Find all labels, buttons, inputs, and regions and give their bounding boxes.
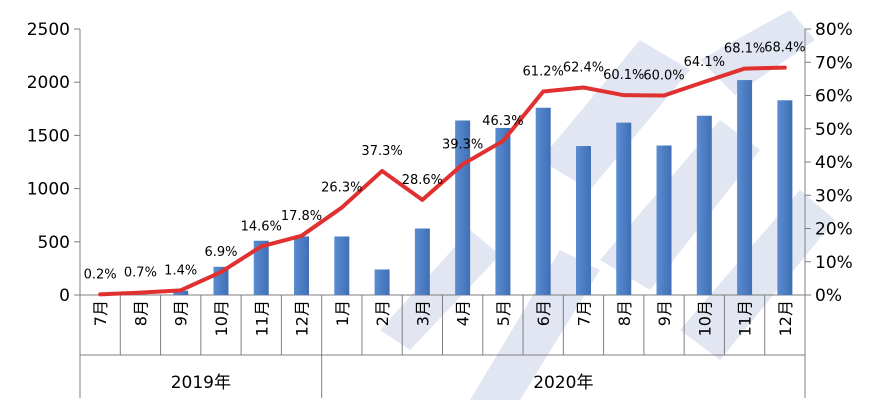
x-tick-label: 11月 — [736, 300, 755, 336]
y-right-tick-label: 40% — [815, 153, 853, 173]
bar — [253, 240, 269, 295]
line-data-label: 17.8% — [281, 209, 322, 224]
data-labels: 0.2% 0.7% 1.4% 6.9% 14.6%17.8% 26.3% 37.3%28.6… — [84, 41, 806, 283]
watermark-stroke — [470, 250, 600, 400]
line-data-label: 68.1% — [724, 42, 765, 57]
x-tick-label: 2月 — [373, 300, 392, 326]
bar — [696, 115, 712, 295]
line-data-label: 46.3% — [482, 114, 523, 129]
bar — [294, 236, 310, 295]
y-left-tick-label: 1500 — [27, 126, 70, 146]
x-tick-label: 10月 — [695, 300, 714, 336]
x-tick-label: 10月 — [212, 300, 231, 336]
y-left-tick-label: 500 — [38, 233, 70, 253]
x-tick-label: 12月 — [776, 300, 795, 336]
y-right-tick-label: 80% — [815, 20, 853, 40]
line-data-label: 64.1% — [684, 55, 725, 70]
line-data-label: 14.6% — [241, 219, 282, 234]
watermark-stroke — [680, 190, 835, 360]
x-tick-label: 7月 — [574, 300, 593, 326]
y-left-tick-label: 1000 — [27, 180, 70, 200]
x-tick-label: 12月 — [293, 300, 312, 336]
y-left-tick-label: 0 — [59, 286, 70, 306]
x-tick-label: 8月 — [131, 300, 150, 326]
bar — [374, 269, 390, 295]
y-left-tick-label: 2500 — [27, 20, 70, 40]
bar — [737, 80, 753, 296]
x-tick-label: 8月 — [615, 300, 634, 326]
x-tick-label: 1月 — [333, 300, 352, 326]
y-right-tick-label: 70% — [815, 53, 853, 73]
x-tick-label: 11月 — [252, 300, 271, 336]
y-right-tick-label: 60% — [815, 87, 853, 107]
bar — [495, 127, 511, 296]
y-right-tick-label: 0% — [815, 286, 842, 306]
line-data-label: 62.4% — [563, 61, 604, 76]
year-group-label: 2020年 — [533, 373, 593, 393]
watermark-stroke — [600, 120, 760, 290]
y-right-tick-label: 50% — [815, 120, 853, 140]
axes: 0 500 1000 1500 2000 2500 0% 10% 20% 30% 40% 50% 60%… — [27, 20, 853, 398]
line-data-label: 1.4% — [164, 263, 197, 278]
bar-series — [173, 80, 793, 296]
line-series — [98, 65, 787, 297]
line-data-label: 39.3% — [442, 137, 483, 152]
bar — [173, 290, 189, 295]
y-left-tick-label: 2000 — [27, 73, 70, 93]
bar — [616, 122, 632, 295]
x-tick-label: 7月 — [91, 300, 110, 326]
x-tick-label: 9月 — [655, 300, 674, 326]
bar — [777, 100, 793, 296]
watermark-stroke — [380, 230, 500, 350]
bar — [656, 145, 672, 295]
line-data-label: 0.2% — [84, 267, 117, 282]
bar — [575, 146, 591, 295]
x-tick-label: 5月 — [494, 300, 513, 326]
line-path — [98, 65, 787, 297]
y-right-tick-label: 10% — [815, 253, 853, 273]
x-tick-label: 3月 — [413, 300, 432, 326]
line-data-label: 37.3% — [361, 144, 402, 159]
year-group-label: 2019年 — [171, 373, 231, 393]
bar — [334, 236, 350, 295]
bar — [414, 228, 430, 295]
line-data-label: 26.3% — [321, 181, 362, 196]
line-data-label: 68.4% — [764, 41, 805, 56]
x-tick-label: 9月 — [172, 300, 191, 326]
line-data-label: 61.2% — [523, 65, 564, 80]
line-data-label: 0.7% — [124, 266, 157, 281]
line-data-label: 28.6% — [402, 173, 443, 188]
y-right-tick-label: 20% — [815, 220, 853, 240]
line-data-label: 6.9% — [204, 245, 237, 260]
bar — [535, 107, 551, 296]
y-right-tick-label: 30% — [815, 186, 853, 206]
x-tick-label: 6月 — [534, 300, 553, 326]
line-data-label: 60.0% — [643, 69, 684, 84]
x-tick-label: 4月 — [454, 300, 473, 326]
line-data-label: 60.1% — [603, 68, 644, 83]
